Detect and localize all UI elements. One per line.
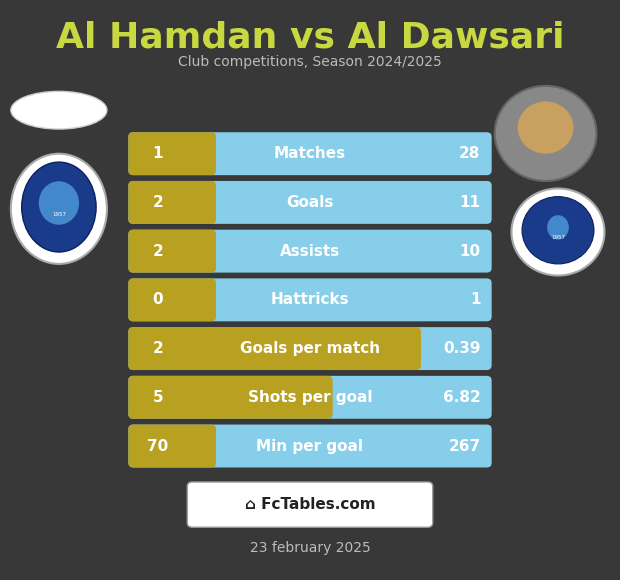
- Text: 1: 1: [153, 146, 163, 161]
- Text: Shots per goal: Shots per goal: [248, 390, 372, 405]
- FancyBboxPatch shape: [128, 230, 492, 273]
- Text: 23 february 2025: 23 february 2025: [250, 541, 370, 555]
- FancyBboxPatch shape: [128, 425, 492, 467]
- Text: Al Hamdan vs Al Dawsari: Al Hamdan vs Al Dawsari: [56, 21, 564, 55]
- Text: 2: 2: [153, 195, 164, 210]
- Text: 70: 70: [148, 438, 169, 454]
- Text: 11: 11: [459, 195, 481, 210]
- FancyBboxPatch shape: [128, 181, 492, 224]
- Ellipse shape: [11, 154, 107, 264]
- Ellipse shape: [38, 181, 79, 224]
- FancyBboxPatch shape: [128, 278, 216, 321]
- Text: ⌂ FcTables.com: ⌂ FcTables.com: [245, 497, 375, 512]
- Text: Assists: Assists: [280, 244, 340, 259]
- FancyBboxPatch shape: [128, 132, 216, 175]
- FancyBboxPatch shape: [187, 482, 433, 527]
- Text: 2: 2: [153, 244, 164, 259]
- Text: 2: 2: [153, 341, 164, 356]
- FancyBboxPatch shape: [128, 132, 492, 175]
- FancyBboxPatch shape: [128, 327, 421, 370]
- FancyBboxPatch shape: [128, 327, 492, 370]
- Text: 10: 10: [459, 244, 481, 259]
- Circle shape: [512, 188, 604, 276]
- Ellipse shape: [547, 215, 569, 240]
- Circle shape: [522, 197, 594, 264]
- FancyBboxPatch shape: [128, 181, 216, 224]
- Text: 1: 1: [470, 292, 480, 307]
- Text: Goals per match: Goals per match: [240, 341, 380, 356]
- Text: Hattricks: Hattricks: [271, 292, 349, 307]
- Text: Goals: Goals: [286, 195, 334, 210]
- Text: 6.82: 6.82: [443, 390, 481, 405]
- Text: 0.39: 0.39: [443, 341, 480, 356]
- Ellipse shape: [11, 91, 107, 129]
- Text: 0: 0: [153, 292, 163, 307]
- Text: Club competitions, Season 2024/2025: Club competitions, Season 2024/2025: [178, 55, 442, 69]
- FancyBboxPatch shape: [128, 278, 492, 321]
- Text: 267: 267: [448, 438, 480, 454]
- Circle shape: [495, 86, 596, 181]
- Text: 5: 5: [153, 390, 163, 405]
- Text: Matches: Matches: [274, 146, 346, 161]
- FancyBboxPatch shape: [128, 376, 492, 419]
- Circle shape: [518, 102, 574, 154]
- Text: 1957: 1957: [52, 212, 66, 217]
- FancyBboxPatch shape: [128, 425, 216, 467]
- FancyBboxPatch shape: [128, 376, 332, 419]
- Text: 1957: 1957: [551, 235, 565, 240]
- Ellipse shape: [22, 162, 96, 252]
- FancyBboxPatch shape: [128, 230, 216, 273]
- Text: 28: 28: [459, 146, 481, 161]
- Text: Min per goal: Min per goal: [257, 438, 363, 454]
